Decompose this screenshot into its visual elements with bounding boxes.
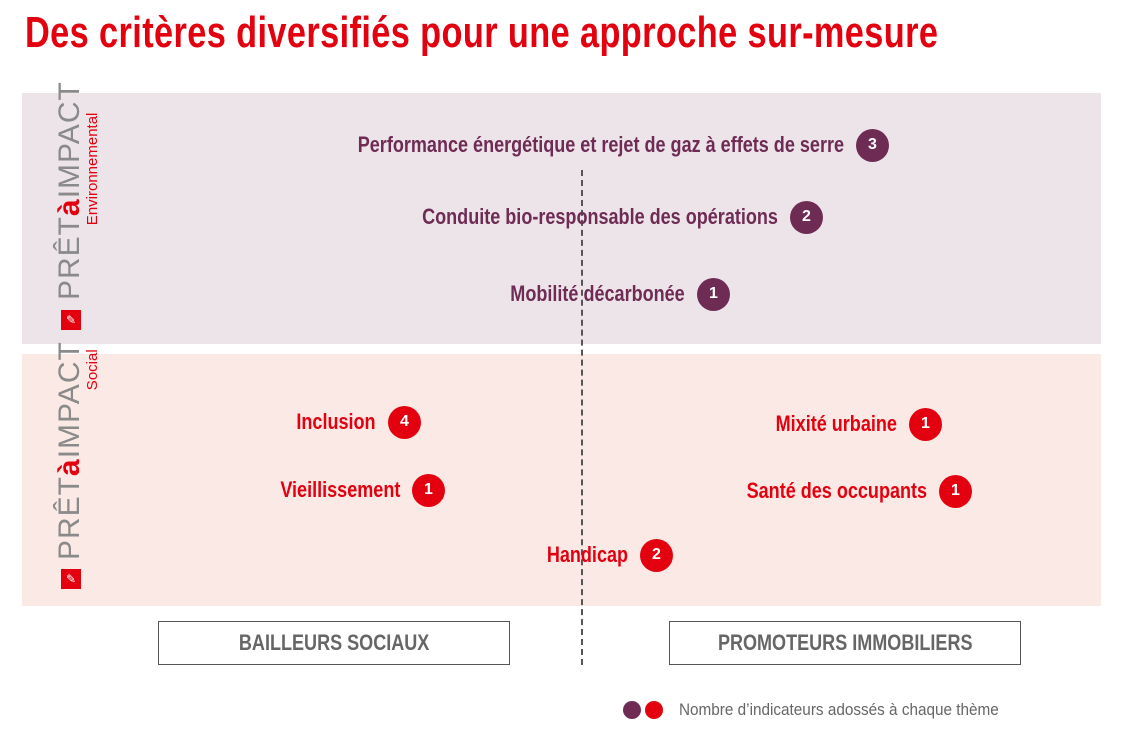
- purple-dot-icon: [623, 701, 641, 719]
- logo-subtitle: Environnemental: [84, 112, 101, 226]
- divider-line: [581, 170, 583, 665]
- count-badge: 1: [412, 473, 445, 507]
- page-title: Des critères diversifiés pour une approc…: [25, 8, 939, 57]
- theme-item: Vieillissement 1: [254, 473, 445, 507]
- legend-text: Nombre d’indicateurs adossés à chaque th…: [679, 700, 999, 719]
- brand-text: PRÊTàIMPACT: [53, 81, 86, 300]
- pret-a-impact-environmental-logo: PRÊTàIMPACT Environnemental: [53, 81, 101, 300]
- theme-item: Santé des occupants 1: [707, 474, 972, 508]
- theme-item: Conduite bio-responsable des opérations 2: [344, 200, 823, 234]
- legend: Nombre d’indicateurs adossés à chaque th…: [623, 700, 1034, 720]
- count-badge: 2: [640, 538, 673, 572]
- bank-logo-icon: ✎: [61, 310, 81, 330]
- brand-text: PRÊTàIMPACT: [53, 341, 86, 560]
- count-badge: 2: [790, 200, 823, 234]
- theme-item: Mixité urbaine 1: [749, 407, 942, 441]
- social-panel: [22, 354, 1101, 606]
- bank-logo-icon: ✎: [61, 569, 81, 589]
- pret-a-impact-social-logo: PRÊTàIMPACT Social: [53, 341, 101, 560]
- category-box-promoteurs: PROMOTEURS IMMOBILIERS: [669, 621, 1021, 665]
- theme-item: Mobilité décarbonée 1: [472, 277, 730, 311]
- count-badge: 1: [697, 277, 730, 311]
- theme-item: Handicap 2: [529, 538, 673, 572]
- logo-subtitle: Social: [84, 349, 101, 391]
- environmental-panel: [22, 93, 1101, 344]
- category-box-bailleurs: BAILLEURS SOCIAUX: [158, 621, 510, 665]
- theme-item: Inclusion 4: [279, 405, 421, 439]
- count-badge: 1: [909, 407, 942, 441]
- count-badge: 4: [388, 405, 421, 439]
- theme-item: Performance énergétique et rejet de gaz …: [251, 128, 889, 162]
- red-dot-icon: [645, 701, 663, 719]
- count-badge: 1: [939, 474, 972, 508]
- count-badge: 3: [856, 128, 889, 162]
